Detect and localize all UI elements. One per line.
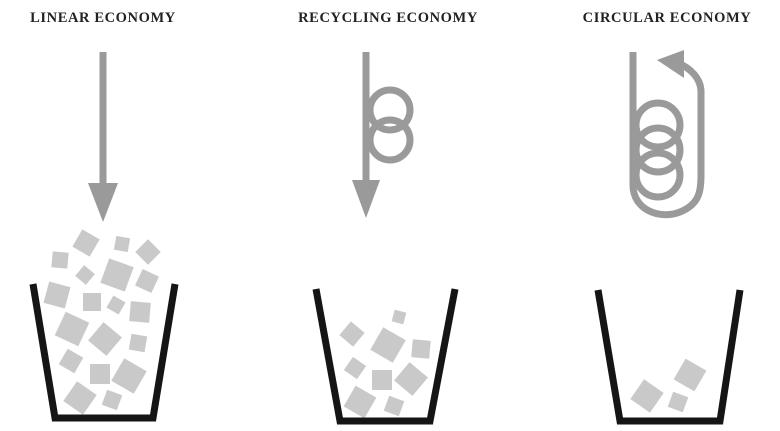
- circular-waste: [630, 359, 706, 413]
- recycling-arrow: [352, 52, 410, 218]
- circular-arrow: [633, 50, 701, 215]
- column-title: RECYCLING ECONOMY: [298, 10, 478, 26]
- column-title: LINEAR ECONOMY: [30, 10, 176, 26]
- linear-arrow: [88, 52, 118, 222]
- diagram: LINEAR ECONOMY RECYCLING ECONOMY CIRCULA…: [0, 0, 780, 431]
- linear-waste: [44, 229, 161, 414]
- recycling-waste: [339, 310, 430, 419]
- bin: [598, 290, 740, 421]
- column-title: CIRCULAR ECONOMY: [583, 10, 752, 26]
